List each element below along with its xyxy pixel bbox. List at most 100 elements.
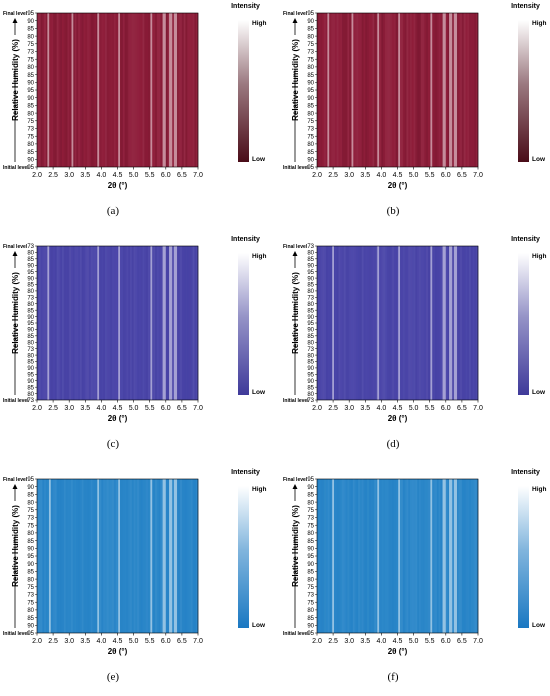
heatmap-panel-c: 2.0 2.5 3.0 3.5 4.0 4.5 5.0 5.5 6.0 6.5 7.0 2θ (°) 7… — [0, 233, 275, 463]
y-tick-label: 80 — [307, 65, 314, 71]
y-tick-label: 75 — [27, 585, 34, 591]
heatmap-column-stripe — [155, 246, 158, 400]
y-tick-label: 85 — [27, 27, 34, 33]
bright-diffraction-band — [173, 479, 178, 633]
y-tick-label: 73 — [27, 593, 34, 599]
y-tick-label: 75 — [307, 57, 314, 63]
heatmap-column-stripe — [340, 479, 343, 633]
colorbar-low-label: Low — [252, 389, 266, 396]
heatmap-column-stripe — [365, 13, 368, 167]
bright-diffraction-band — [332, 479, 334, 633]
y-tick-label: 95 — [27, 270, 34, 276]
heatmap-column-stripe — [420, 479, 423, 633]
heatmap-column-stripe — [79, 479, 83, 633]
heatmap-column-stripe — [130, 479, 133, 633]
heatmap-column-stripe — [431, 246, 434, 400]
y-tick-label: 73 — [307, 244, 314, 250]
heatmap-column-stripe — [65, 479, 68, 633]
heatmap-column-stripe — [356, 13, 359, 167]
y-tick-label: 75 — [27, 600, 34, 606]
heatmap-column-stripe — [76, 13, 79, 167]
heatmap-column-stripe — [392, 246, 395, 400]
y-tick-label: 85 — [27, 283, 34, 289]
heatmap-column-stripe — [427, 13, 430, 167]
heatmap-panel-e: 2.0 2.5 3.0 3.5 4.0 4.5 5.0 5.5 6.0 6.5 7.0 2θ (°) 9… — [0, 466, 275, 696]
heatmap-column-stripe — [121, 479, 124, 633]
heatmap-column-stripe — [401, 246, 404, 400]
panel-caption-c: (c) — [106, 438, 120, 450]
heatmap-column-stripe — [190, 13, 193, 167]
heatmap-column-stripe — [115, 479, 118, 633]
heatmap-column-stripe — [165, 246, 168, 400]
heatmap-column-stripe — [361, 479, 364, 633]
heatmap-column-stripe — [402, 479, 405, 633]
heatmap-column-stripe — [83, 246, 86, 400]
heatmap-column-stripe — [147, 246, 150, 400]
heatmap-column-stripe — [131, 13, 134, 167]
heatmap-column-stripe — [363, 13, 366, 167]
heatmap-column-stripe — [383, 246, 386, 400]
heatmap-column-stripe — [176, 479, 179, 633]
heatmap-column-stripe — [334, 246, 337, 400]
heatmap-column-stripe — [352, 13, 355, 167]
y-tick-label: 80 — [307, 289, 314, 295]
y-tick-label: 80 — [27, 289, 34, 295]
heatmap-column-stripe — [113, 246, 117, 400]
y-tick-label: 73 — [27, 244, 34, 250]
heatmap-column-stripe — [156, 246, 159, 400]
heatmap-column-stripe — [88, 246, 91, 400]
x-tick-label: 4.0 — [97, 638, 107, 645]
bright-diffraction-band — [173, 13, 178, 167]
heatmap-column-stripe — [404, 246, 407, 400]
heatmap-column-stripe — [104, 479, 108, 633]
heatmap-column-stripe — [42, 13, 45, 167]
bright-diffraction-band — [169, 246, 173, 400]
heatmap-column-stripe — [79, 13, 83, 167]
heatmap-column-stripe — [122, 246, 125, 400]
heatmap-column-stripe — [458, 479, 461, 633]
y-tick-label: 75 — [307, 508, 314, 514]
heatmap-column-stripe — [433, 13, 436, 167]
y-tick-label: 80 — [307, 34, 314, 40]
x-tick-label: 2.0 — [312, 405, 322, 412]
heatmap-column-stripe — [106, 479, 109, 633]
heatmap-column-stripe — [325, 479, 329, 633]
heatmap-column-stripe — [124, 479, 127, 633]
heatmap-column-stripe — [395, 13, 398, 167]
heatmap-column-stripe — [427, 246, 430, 400]
heatmap-column-stripe — [386, 246, 389, 400]
heatmap-column-stripe — [413, 13, 416, 167]
heatmap-column-stripe — [87, 479, 90, 633]
heatmap-panel-a: 2.0 2.5 3.0 3.5 4.0 4.5 5.0 5.5 6.0 6.5 7.0 2θ (°) 9… — [0, 0, 275, 230]
humidity-arrow-head — [292, 18, 298, 23]
y-tick-label: 75 — [27, 523, 34, 529]
colorbar — [518, 20, 529, 162]
heatmap-panel-d: 2.0 2.5 3.0 3.5 4.0 4.5 5.0 5.5 6.0 6.5 7.0 2θ (°) 7… — [280, 233, 550, 463]
heatmap-column-stripe — [320, 479, 323, 633]
heatmap-column-stripe — [424, 246, 427, 400]
heatmap-column-stripe — [415, 13, 418, 167]
x-axis-label: 2θ (°) — [388, 181, 408, 190]
x-tick-label: 5.0 — [129, 638, 139, 645]
initial-level-label: Initial level — [3, 165, 29, 171]
heatmap-column-stripe — [45, 479, 49, 633]
heatmap-column-stripe — [110, 479, 113, 633]
heatmap-column-stripe — [367, 246, 370, 400]
heatmap-column-stripe — [85, 479, 88, 633]
heatmap-column-stripe — [406, 246, 409, 400]
heatmap-column-stripe — [79, 246, 83, 400]
x-tick-label: 6.5 — [177, 638, 187, 645]
heatmap-column-stripe — [370, 246, 373, 400]
heatmap-column-stripe — [343, 479, 346, 633]
x-tick-label: 3.5 — [80, 172, 90, 179]
y-tick-label: 95 — [307, 631, 314, 637]
heatmap-column-stripe — [126, 479, 129, 633]
heatmap-column-stripe — [128, 13, 131, 167]
y-tick-label: 73 — [307, 593, 314, 599]
heatmap-column-stripe — [445, 479, 448, 633]
heatmap-column-stripe — [189, 13, 192, 167]
heatmap-column-stripe — [399, 246, 402, 400]
colorbar-high-label: High — [252, 20, 266, 27]
heatmap-column-stripe — [470, 246, 473, 400]
y-axis-label: Relative Humidity (%) — [291, 505, 300, 587]
